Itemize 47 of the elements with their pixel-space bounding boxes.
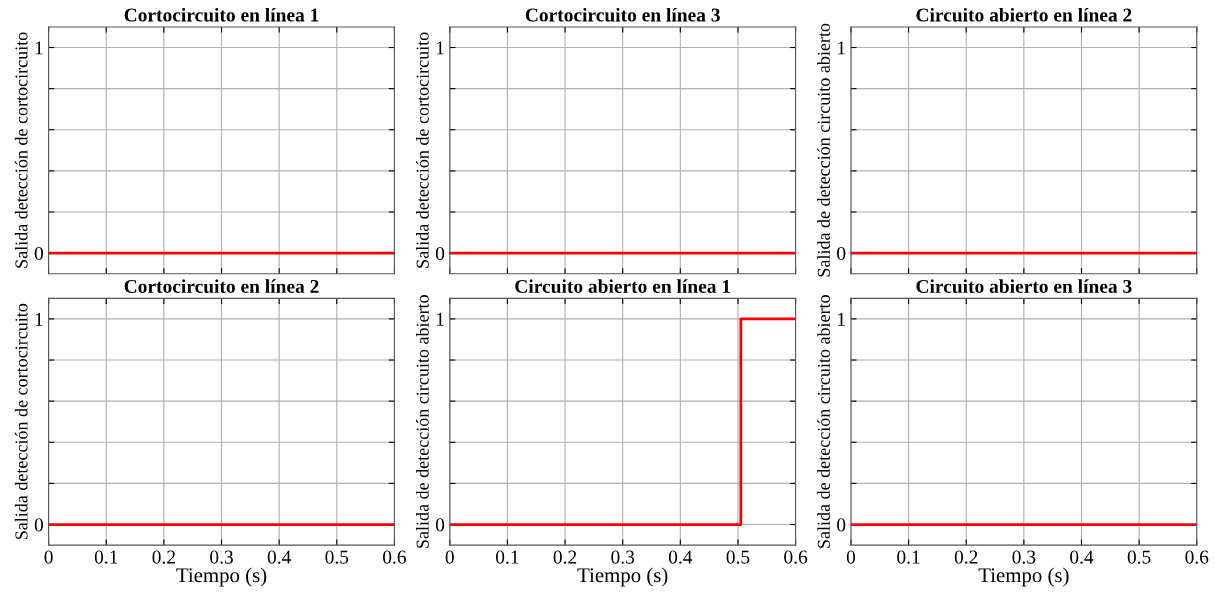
x-tick-label: 0.4 xyxy=(1070,550,1094,564)
y-tick-label: 1 xyxy=(838,41,845,55)
x-tick-label: 0.2 xyxy=(553,550,577,564)
chart-title: Circuito abierto en línea 2 xyxy=(916,7,1132,22)
x-tick-label: 0.1 xyxy=(496,550,519,564)
chart-title: Circuito abierto en línea 3 xyxy=(916,279,1132,294)
x-tick-label: 0.3 xyxy=(210,550,233,564)
x-tick-label: 0.1 xyxy=(897,550,920,564)
x-tick-label: 0.2 xyxy=(954,550,978,564)
x-tick-label: 0.4 xyxy=(668,550,693,564)
x-tick-label: 0.6 xyxy=(1185,550,1209,564)
y-axis-title: Salida de detección circuito abierto xyxy=(817,23,830,277)
y-tick-label: 0 xyxy=(34,518,43,532)
x-tick-label: 0.3 xyxy=(1012,550,1036,564)
y-tick-label: 0 xyxy=(837,518,846,532)
y-tick-label: 1 xyxy=(436,41,444,55)
x-tick-label: 0.6 xyxy=(383,550,407,564)
x-axis-title: Tiempo (s) xyxy=(176,567,267,587)
chart-title: Cortocircuito en línea 3 xyxy=(525,7,720,22)
y-axis-title: Salida de detección circuito abierto xyxy=(416,295,429,548)
x-tick-label: 0.5 xyxy=(1127,550,1151,564)
y-tick-label: 1 xyxy=(35,41,43,55)
x-tick-label: 0 xyxy=(44,550,53,564)
x-axis-title: Tiempo (s) xyxy=(577,567,668,587)
x-tick-label: 0.6 xyxy=(784,550,808,564)
y-axis-title: Salida detección de cortocircuito xyxy=(14,303,28,540)
y-tick-label: 1 xyxy=(35,312,43,326)
x-tick-label: 0.5 xyxy=(726,550,750,564)
y-axis-title: Salida de detección circuito abierto xyxy=(817,295,830,548)
x-tick-label: 0.5 xyxy=(325,550,349,564)
y-tick-label: 1 xyxy=(436,312,444,326)
chart-title: Cortocircuito en línea 2 xyxy=(124,279,319,294)
x-tick-label: 0.3 xyxy=(611,550,635,564)
x-tick-label: 0.1 xyxy=(94,550,118,564)
y-tick-label: 0 xyxy=(837,246,846,261)
x-axis-title: Tiempo (s) xyxy=(978,567,1069,587)
x-tick-label: 0.2 xyxy=(152,550,175,564)
y-tick-label: 0 xyxy=(34,246,43,261)
y-tick-label: 0 xyxy=(435,246,445,261)
chart-title: Circuito abierto en línea 1 xyxy=(515,279,731,294)
y-axis-title: Salida detección de cortocircuito xyxy=(14,32,28,268)
x-tick-label: 0.4 xyxy=(267,550,292,564)
x-tick-label: 0 xyxy=(445,550,454,564)
chart-title: Cortocircuito en línea 1 xyxy=(124,7,319,22)
y-axis-title: Salida detección de cortocircuito xyxy=(416,32,429,268)
y-tick-label: 1 xyxy=(838,312,845,326)
y-tick-label: 0 xyxy=(435,518,445,532)
